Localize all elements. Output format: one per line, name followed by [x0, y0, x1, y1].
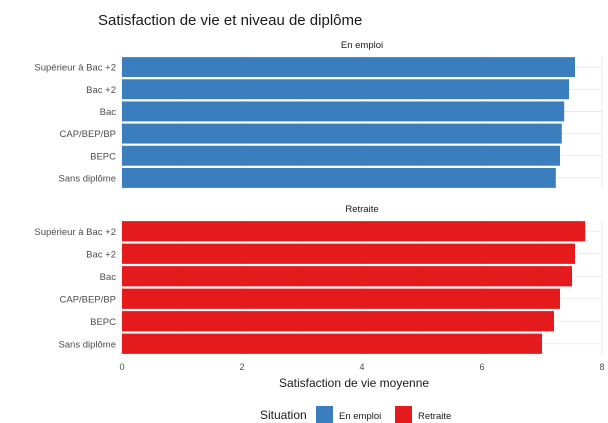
category-label: Supérieur à Bac +2 — [34, 63, 116, 74]
legend-swatch — [395, 406, 412, 423]
category-label: BEPC — [90, 317, 116, 328]
bar — [122, 57, 575, 78]
bar — [122, 288, 560, 309]
legend-label: Retraite — [418, 411, 451, 422]
category-label: Supérieur à Bac +2 — [34, 227, 116, 238]
category-label: Sans diplôme — [58, 173, 116, 184]
x-tick-label: 2 — [239, 362, 244, 372]
bar — [122, 266, 572, 287]
category-label: Bac — [100, 107, 117, 118]
bar — [122, 145, 560, 166]
x-axis-label: Satisfaction de vie moyenne — [279, 376, 429, 390]
category-label: Sans diplôme — [58, 339, 116, 350]
legend-label: En emploi — [339, 411, 381, 422]
legend-title: Situation — [260, 408, 307, 422]
bar — [122, 311, 554, 332]
bar — [122, 123, 562, 144]
category-label: Bac +2 — [86, 249, 116, 260]
category-label: BEPC — [90, 151, 116, 162]
x-tick-label: 0 — [119, 362, 124, 372]
panel-strip-label: Retraite — [345, 204, 378, 215]
bar — [122, 167, 556, 188]
x-tick-label: 8 — [599, 362, 604, 372]
category-label: CAP/BEP/BP — [60, 294, 117, 305]
panel-strip-label: En emploi — [341, 40, 383, 51]
x-tick-label: 4 — [359, 362, 364, 372]
chart-title: Satisfaction de vie et niveau de diplôme — [98, 12, 362, 29]
x-tick-label: 6 — [479, 362, 484, 372]
legend: Situation En emploi Retraite — [260, 406, 451, 423]
bar — [122, 221, 586, 242]
bar — [122, 101, 565, 122]
category-label: Bac — [100, 272, 117, 283]
bar — [122, 79, 569, 100]
category-label: Bac +2 — [86, 85, 116, 96]
plot-area: En emploi Supérieur à Bac +2 Bac +2 Bac CAP/… — [34, 40, 604, 372]
bar — [122, 243, 575, 264]
category-label: CAP/BEP/BP — [60, 129, 117, 140]
bar — [122, 333, 542, 354]
legend-swatch — [316, 406, 333, 423]
